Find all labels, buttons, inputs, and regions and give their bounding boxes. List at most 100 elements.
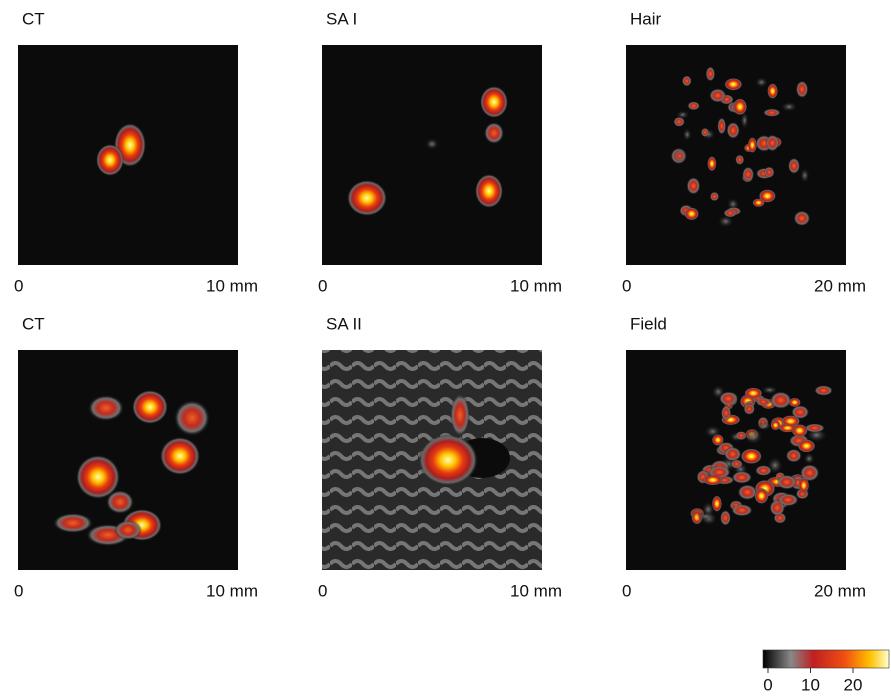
axis-end-label: 10 mm <box>510 581 562 600</box>
hotspot <box>88 395 124 421</box>
hotspot <box>735 155 744 165</box>
axis-start-label: 0 <box>14 581 23 600</box>
hotspot <box>733 98 747 115</box>
panel-title: Field <box>630 314 667 333</box>
colorbar-scale <box>763 650 889 668</box>
axis-end-label: 20 mm <box>814 276 866 295</box>
axis-start-label: 0 <box>318 581 327 600</box>
hotspot <box>788 158 800 174</box>
hotspot <box>721 405 731 421</box>
hotspot <box>480 86 508 118</box>
hotspot <box>755 465 772 476</box>
hotspot <box>717 117 726 134</box>
hotspot <box>741 448 762 464</box>
hotspot <box>719 391 738 406</box>
hotspot <box>674 150 685 161</box>
hotspot <box>779 424 797 433</box>
hotspot <box>676 110 689 119</box>
hotspot <box>794 211 811 226</box>
panel-title: Hair <box>630 9 662 28</box>
hotspot <box>786 449 802 463</box>
hotspot <box>796 81 808 99</box>
hotspot <box>450 393 470 437</box>
hotspot <box>799 477 809 493</box>
hotspot <box>764 166 775 178</box>
axis-end-label: 10 mm <box>206 581 258 600</box>
hotspot <box>732 471 752 484</box>
hotspot <box>744 388 762 399</box>
axis-start-label: 0 <box>318 276 327 295</box>
hotspot <box>686 177 700 195</box>
hotspot <box>701 128 709 137</box>
hotspot <box>709 88 726 102</box>
hotspot <box>160 437 200 475</box>
hotspot <box>475 174 503 208</box>
hotspot <box>752 198 764 207</box>
panel: Hair 0 20 mm <box>622 9 866 295</box>
hotspot <box>767 83 778 99</box>
axis-start-label: 0 <box>622 581 631 600</box>
hotspot <box>707 156 716 171</box>
hotspot <box>777 494 798 507</box>
hotspot <box>804 423 825 432</box>
panel: SA II 0 10 mm <box>318 314 562 600</box>
hotspot <box>174 400 210 436</box>
panel: CT 0 10 mm <box>14 314 258 600</box>
hotspot <box>718 215 734 227</box>
colorbar-tick-label: 0 <box>763 675 772 694</box>
hotspot <box>96 144 124 176</box>
hotspot <box>742 167 754 183</box>
hotspot <box>106 490 134 514</box>
hotspot <box>757 421 772 430</box>
panel-title: CT <box>22 9 45 28</box>
hotspot <box>781 102 797 112</box>
hotspot <box>755 77 768 87</box>
hotspot <box>347 180 387 216</box>
panel: SA I 0 10 mm <box>318 9 562 295</box>
panel: CT 0 10 mm <box>14 9 258 295</box>
hotspot <box>724 447 742 462</box>
colorbar-tick-label: 20 <box>844 675 863 694</box>
axis-start-label: 0 <box>622 276 631 295</box>
hotspot <box>695 512 717 521</box>
hotspot <box>814 385 833 395</box>
panel-title: CT <box>22 314 45 333</box>
hotspot <box>763 109 781 117</box>
hotspot <box>804 453 815 465</box>
hotspot <box>418 434 478 486</box>
hotspot <box>726 122 739 139</box>
heatmap <box>322 45 542 265</box>
hotspot <box>744 428 763 445</box>
hotspot <box>684 207 699 220</box>
hotspot <box>704 425 721 437</box>
hotspot <box>800 168 810 183</box>
hotspot <box>777 475 797 490</box>
axis-end-label: 10 mm <box>510 276 562 295</box>
hotspot <box>53 513 93 533</box>
figure: 01020 CT010 mmSA I010 mmHair020 mmCT010 … <box>0 0 891 694</box>
hotspot <box>710 192 719 202</box>
heatmap <box>626 45 846 265</box>
panel-title: SA I <box>326 9 357 28</box>
hotspot <box>683 128 692 141</box>
hotspot <box>789 398 801 407</box>
hotspot <box>484 122 504 144</box>
hotspot <box>738 484 758 500</box>
hotspot <box>798 439 816 452</box>
hotspot <box>687 101 700 110</box>
axis-end-label: 10 mm <box>206 276 258 295</box>
panel-title: SA II <box>326 314 362 333</box>
hotspot <box>754 488 768 504</box>
hotspot <box>425 138 439 150</box>
hotspot <box>720 510 731 526</box>
hotspot <box>766 134 780 151</box>
hotspot <box>682 75 692 86</box>
hotspot <box>756 397 771 406</box>
axis-start-label: 0 <box>14 276 23 295</box>
hotspot <box>706 66 716 81</box>
hotspot <box>724 78 742 91</box>
hotspot <box>770 391 792 409</box>
hotspot <box>703 475 723 486</box>
